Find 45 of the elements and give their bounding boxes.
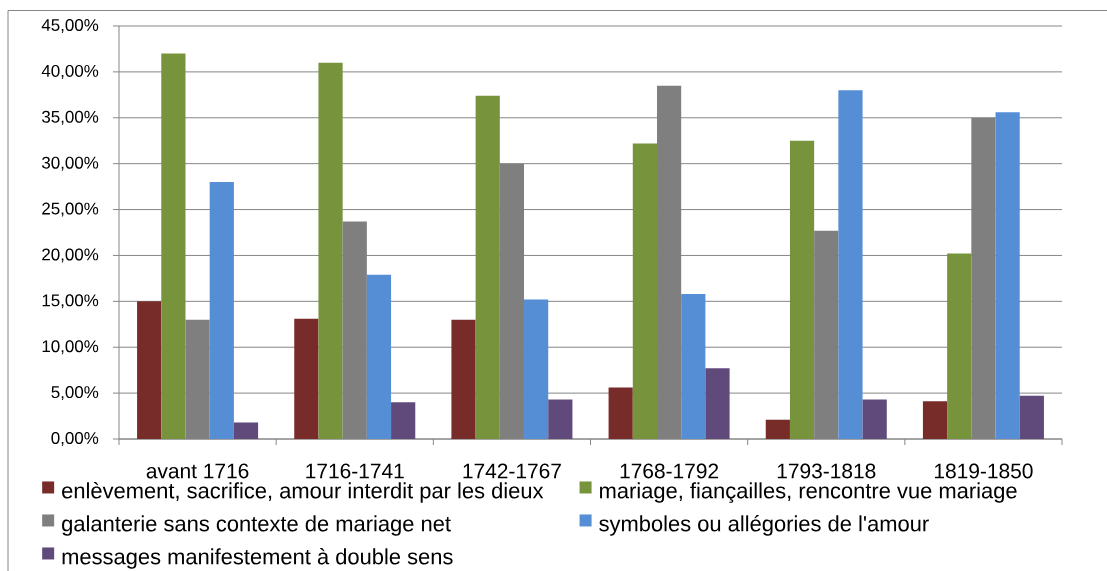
y-tick-label: 20,00% xyxy=(42,248,99,263)
bar xyxy=(137,301,162,439)
legend-label: enlèvement, sacrifice, amour interdit par les dieux xyxy=(62,482,544,503)
y-tick-label: 45,00% xyxy=(41,19,99,33)
bar xyxy=(632,143,657,439)
bar xyxy=(294,318,319,439)
bar xyxy=(209,182,234,439)
bar xyxy=(765,419,790,439)
legend-label: messages manifestement à double sens xyxy=(62,548,453,569)
y-tick-label: 40,00% xyxy=(41,64,99,79)
y-tick-label: 15,00% xyxy=(42,294,99,309)
bar xyxy=(947,253,972,439)
y-tick-label: 5,00% xyxy=(51,386,99,401)
bar xyxy=(366,274,392,439)
bar xyxy=(681,293,706,439)
bar xyxy=(789,140,815,439)
x-tick-label: 1742-1767 xyxy=(463,463,561,479)
y-tick-label: 25,00% xyxy=(42,202,99,217)
y-tick-label: 30,00% xyxy=(42,156,99,171)
legend-label: mariage, fiançailles, rencontre vue mariage xyxy=(600,482,1017,503)
y-tick-label: 10,00% xyxy=(42,340,99,355)
bar xyxy=(161,53,186,439)
bar xyxy=(705,368,730,439)
bar xyxy=(391,402,416,439)
legend-label: galanterie sans contexte de mariage net xyxy=(62,515,451,536)
bar xyxy=(995,112,1020,439)
bar xyxy=(524,299,549,439)
x-tick-label: 1793-1818 xyxy=(777,463,876,479)
y-tick-label: 0,00% xyxy=(51,432,99,446)
y-tick-label: 35,00% xyxy=(42,110,99,125)
x-tick-label: 1716-1741 xyxy=(306,463,404,479)
bar xyxy=(1019,395,1044,439)
bar xyxy=(608,387,633,439)
x-tick-label: avant 1716 xyxy=(146,463,249,479)
bar xyxy=(318,62,343,439)
bar xyxy=(862,399,887,439)
x-tick-label: 1819-1850 xyxy=(935,463,1033,479)
bar xyxy=(548,399,573,439)
bar xyxy=(838,90,863,439)
bar xyxy=(233,422,259,439)
x-tick-label: 1768-1792 xyxy=(620,463,719,479)
bar xyxy=(922,401,948,439)
bar xyxy=(475,95,500,439)
legend-label: symboles ou allégories de l'amour xyxy=(599,515,929,536)
bar xyxy=(451,319,476,439)
